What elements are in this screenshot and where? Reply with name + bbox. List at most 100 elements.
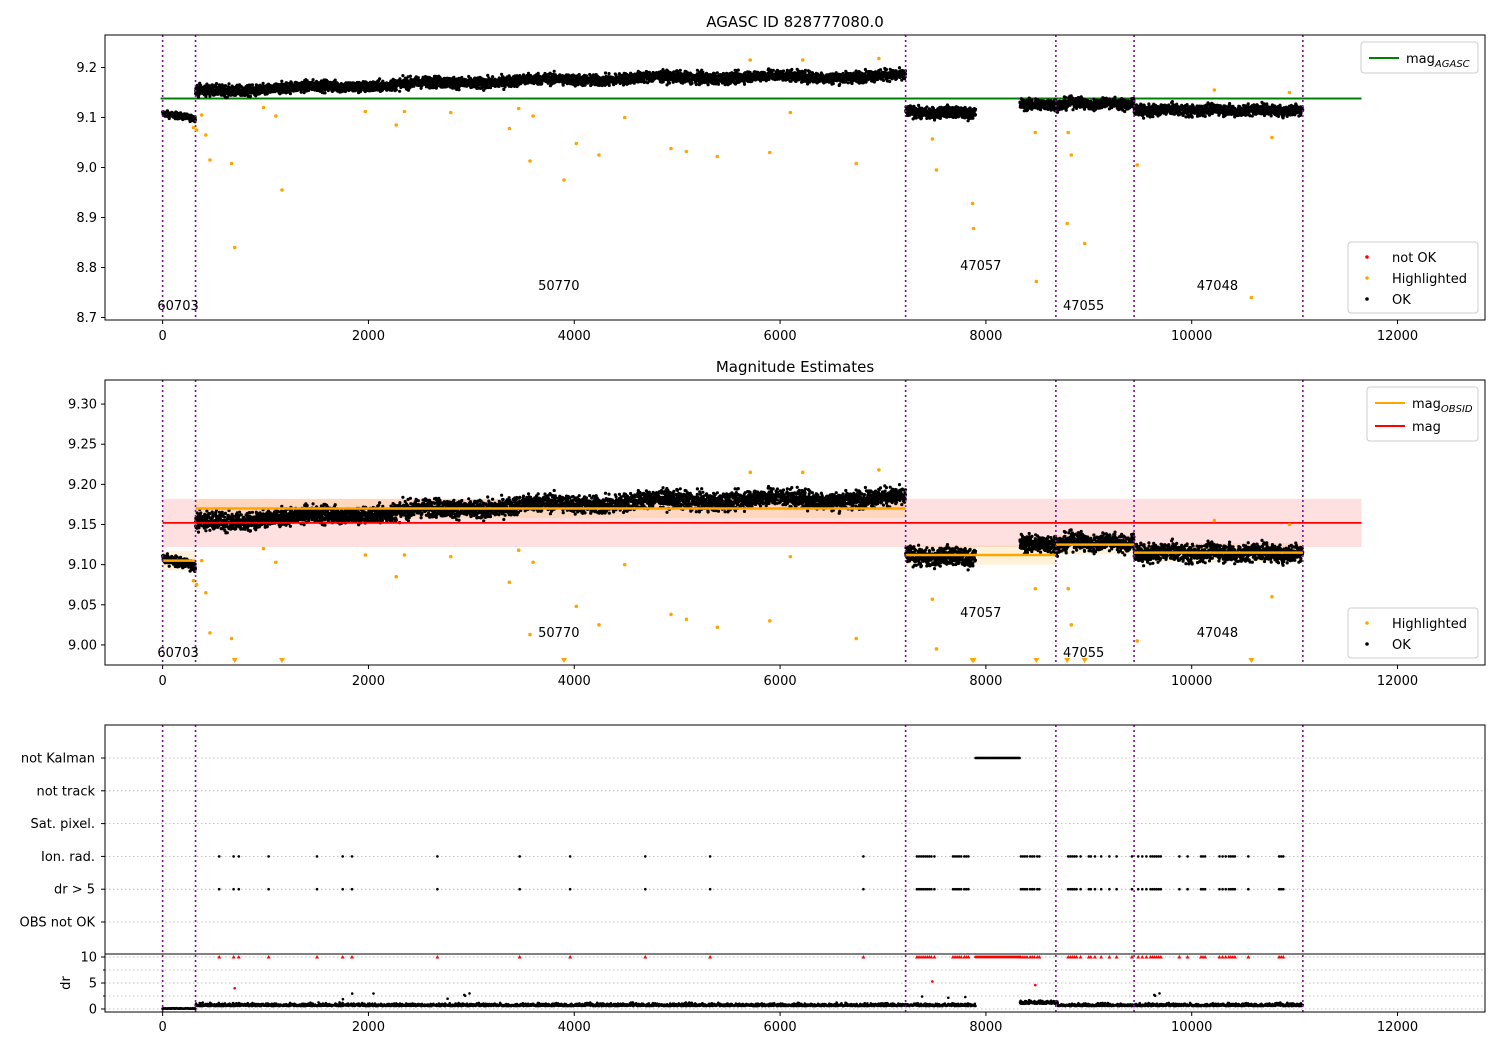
- y-tick-label: 9.00: [68, 638, 97, 653]
- ok-points: [161, 66, 1305, 124]
- highlighted-clipped-marker: [970, 658, 977, 663]
- highlighted-point: [1033, 130, 1038, 135]
- highlighted-point: [1249, 295, 1254, 300]
- x-tick-label: 8000: [969, 1020, 1002, 1035]
- highlighted-point: [528, 632, 532, 637]
- highlighted-point: [261, 546, 266, 551]
- x-tick-label: 2000: [352, 1020, 385, 1035]
- dr-clipped-marker: [1088, 955, 1093, 959]
- estimates-panel-frame: [104, 379, 1486, 666]
- obsid-label-47048: 47048: [1197, 279, 1238, 294]
- dr-clipped-marker: [1037, 955, 1042, 959]
- dr-clipped-marker: [568, 955, 573, 959]
- highlighted-point: [1069, 623, 1074, 627]
- highlighted-point: [1033, 586, 1038, 591]
- agasc-panel-frame: [104, 34, 1486, 321]
- highlighted-point: [531, 114, 535, 118]
- highlighted-point: [1270, 594, 1274, 599]
- highlighted-point: [1065, 221, 1069, 226]
- highlighted-point: [1082, 241, 1087, 246]
- line-legend: [1366, 386, 1479, 442]
- highlighted-point: [394, 123, 399, 127]
- highlighted-point: [1135, 639, 1139, 643]
- highlighted-point: [788, 554, 793, 559]
- highlighted-point: [788, 110, 793, 115]
- dr-clipped-marker: [314, 955, 319, 959]
- highlighted-point: [507, 126, 512, 131]
- highlighted-point: [531, 560, 535, 565]
- highlighted-point: [669, 146, 673, 151]
- highlighted-point: [930, 597, 935, 601]
- x-tick-label: 6000: [764, 674, 797, 689]
- legend-marker: [1365, 642, 1369, 646]
- highlighted-point: [877, 56, 881, 61]
- highlighted-point: [191, 578, 196, 583]
- highlighted-point: [574, 604, 579, 609]
- highlighted-point: [1287, 90, 1292, 95]
- highlighted-point: [669, 612, 673, 617]
- x-tick-label: 6000: [764, 329, 797, 344]
- highlighted-point: [715, 625, 720, 630]
- flag-row-label: not track: [36, 784, 95, 799]
- x-tick-label: 4000: [558, 329, 591, 344]
- obsid-label-47048: 47048: [1197, 626, 1238, 641]
- dr-clipped-marker: [1232, 955, 1237, 959]
- dr-red-point: [233, 986, 236, 990]
- line-legend: [1360, 41, 1479, 74]
- highlighted-point: [1135, 163, 1139, 167]
- legend-marker: [1365, 255, 1369, 259]
- highlighted-point: [363, 109, 368, 114]
- highlighted-point: [748, 470, 753, 475]
- highlighted-point: [854, 161, 859, 166]
- dr-clipped-marker: [236, 955, 241, 959]
- highlighted-point: [191, 125, 196, 130]
- x-tick-label: 0: [158, 674, 166, 689]
- dr-clipped-marker: [1144, 955, 1149, 959]
- dr-clipped-marker: [1114, 955, 1119, 959]
- highlighted-point: [748, 58, 753, 62]
- obsid-label-47057: 47057: [960, 259, 1001, 274]
- dr-clipped-marker: [1092, 955, 1097, 959]
- x-tick-label: 10000: [1171, 674, 1212, 689]
- dr-clipped-marker: [1281, 955, 1286, 959]
- dr-clipped-marker: [643, 955, 648, 959]
- obsid-label-60703: 60703: [157, 646, 198, 661]
- obsid-label-50770: 50770: [538, 626, 579, 641]
- dr-clipped-marker: [1074, 955, 1079, 959]
- legend-label: OK: [1392, 638, 1411, 653]
- highlighted-point: [528, 159, 532, 163]
- highlighted-point: [1069, 153, 1074, 157]
- highlighted-clipped-marker: [279, 658, 286, 663]
- obsid-label-47057: 47057: [960, 606, 1001, 621]
- flag-row-label: not Kalman: [21, 752, 95, 767]
- highlighted-clipped-marker: [1248, 658, 1255, 663]
- highlighted-point: [507, 580, 512, 585]
- highlighted-point: [199, 558, 204, 563]
- dr-clipped-marker: [708, 955, 713, 959]
- y-tick-label: 9.0: [76, 161, 97, 176]
- highlighted-point: [402, 553, 407, 557]
- dr-clipped-marker: [517, 955, 522, 959]
- highlighted-point: [854, 636, 859, 641]
- dr-clipped-marker: [1078, 955, 1083, 959]
- legend-subscript: OBSID: [1441, 404, 1473, 415]
- dr-clipped-marker: [266, 955, 271, 959]
- highlighted-point: [622, 115, 627, 120]
- dr-clipped-marker: [1185, 955, 1190, 959]
- highlighted-point: [930, 137, 935, 141]
- y-tick-label: 9.15: [68, 518, 97, 533]
- obsid-label-47055: 47055: [1063, 646, 1104, 661]
- dr-clipped-marker: [1177, 955, 1182, 959]
- dr-clipped-marker: [1130, 955, 1135, 959]
- dr-clipped-marker: [1158, 955, 1163, 959]
- highlighted-point: [1212, 88, 1217, 92]
- x-tick-label: 4000: [558, 674, 591, 689]
- highlighted-point: [448, 110, 453, 115]
- highlighted-point: [363, 553, 368, 557]
- highlighted-point: [767, 619, 772, 623]
- flag-row-label: Sat. pixel.: [31, 817, 95, 832]
- dr-clipped-marker: [217, 955, 222, 959]
- highlighted-point: [208, 158, 212, 162]
- estimates-panel: Magnitude Estimates 60703 50770 47057 47055…: [68, 358, 1486, 689]
